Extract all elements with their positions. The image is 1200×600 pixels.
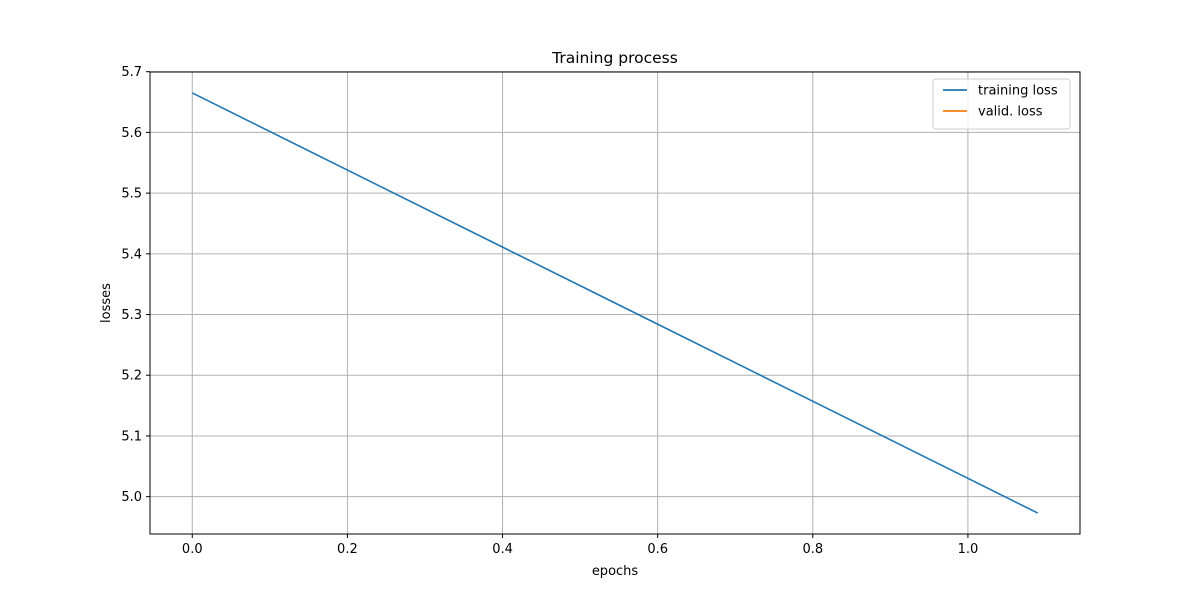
legend-box: [932, 78, 1071, 130]
x-tick-label: 0.8: [802, 542, 823, 557]
y-tick-label: 5.2: [121, 369, 142, 384]
x-axis-title: epochs: [592, 564, 639, 579]
y-tick-label: 5.6: [121, 126, 142, 141]
ticks: 0.0 0.2 0.4 0.6 0.8 1.0 5.0 5.1 5.2 5.3 5.4 5.5 5.6 5…: [121, 65, 978, 557]
series-layer: [191, 92, 1039, 514]
y-tick-label: 5.5: [121, 187, 142, 202]
y-tick-label: 5.3: [121, 308, 142, 323]
series-line-0: [191, 92, 1039, 514]
chart-title: Training process: [551, 49, 678, 67]
plot-frame: [149, 71, 1081, 535]
y-tick-label: 5.7: [121, 65, 142, 80]
x-tick-label: 0.2: [337, 542, 358, 557]
y-tick-label: 5.0: [121, 490, 142, 505]
y-tick-label: 5.1: [121, 429, 142, 444]
legend: training loss valid. loss: [932, 78, 1071, 130]
y-tick-label: 5.4: [121, 247, 142, 262]
y-axis-title: losses: [99, 283, 114, 323]
x-tick-label: 0.6: [647, 542, 668, 557]
legend-label: training loss: [978, 84, 1058, 99]
legend-label: valid. loss: [978, 105, 1043, 120]
x-tick-label: 0.4: [492, 542, 513, 557]
x-tick-label: 1.0: [958, 542, 979, 557]
x-tick-label: 0.0: [182, 542, 203, 557]
